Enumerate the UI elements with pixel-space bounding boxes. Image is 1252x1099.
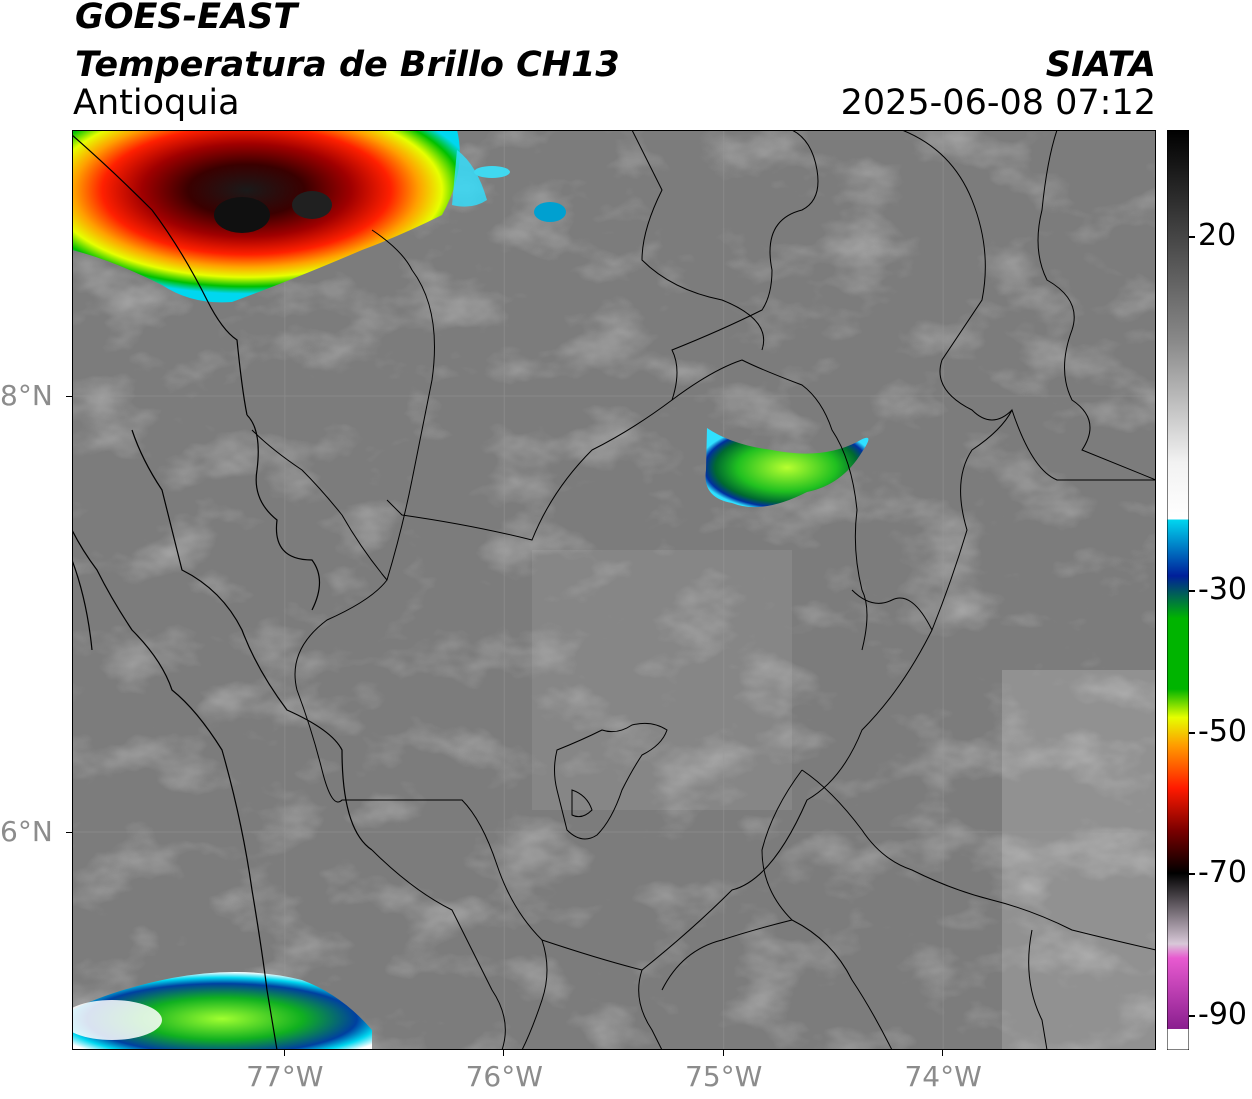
colorbar-tick-mark xyxy=(1189,1014,1195,1017)
x-tick-mark xyxy=(503,1050,505,1056)
colorbar-tick-label: 20 xyxy=(1198,218,1237,254)
x-tick-label: 76°W xyxy=(465,1060,543,1093)
x-tick-mark xyxy=(283,1050,285,1056)
x-tick-label: 74°W xyxy=(904,1060,982,1093)
y-tick-label: 8°N xyxy=(0,378,53,412)
x-tick-mark xyxy=(722,1050,724,1056)
colorbar-tick-label: -90 xyxy=(1198,996,1247,1032)
organization-label: SIATA xyxy=(1045,45,1156,85)
x-tick-mark xyxy=(942,1050,944,1056)
product-title: GOES-EAST xyxy=(75,0,298,37)
colorbar-tick-mark xyxy=(1189,236,1195,239)
y-tick-mark xyxy=(66,831,72,833)
satellite-map xyxy=(72,130,1156,1050)
colorbar-tick-label: -50 xyxy=(1198,713,1247,749)
product-subtitle: Temperatura de Brillo CH13 xyxy=(75,45,620,85)
colorbar xyxy=(1167,130,1189,1050)
region-label: Antioquia xyxy=(73,83,240,123)
country-borders xyxy=(72,134,373,1050)
storm-cluster-east xyxy=(705,428,869,508)
department-borders xyxy=(251,130,1156,1050)
colorbar-tick-label: -30 xyxy=(1198,572,1247,607)
y-tick-label: 6°N xyxy=(0,814,53,848)
colorbar-tick-mark xyxy=(1189,590,1195,592)
colorbar-tick-mark xyxy=(1189,873,1195,876)
y-tick-mark xyxy=(66,395,72,397)
x-tick-label: 75°W xyxy=(685,1060,763,1093)
colorbar-tick-label: -70 xyxy=(1198,855,1247,891)
x-tick-label: 77°W xyxy=(246,1060,324,1093)
map-frame xyxy=(72,130,1156,1050)
timestamp-label: 2025-06-08 07:12 xyxy=(840,83,1156,123)
colorbar-tick-mark xyxy=(1189,731,1195,734)
